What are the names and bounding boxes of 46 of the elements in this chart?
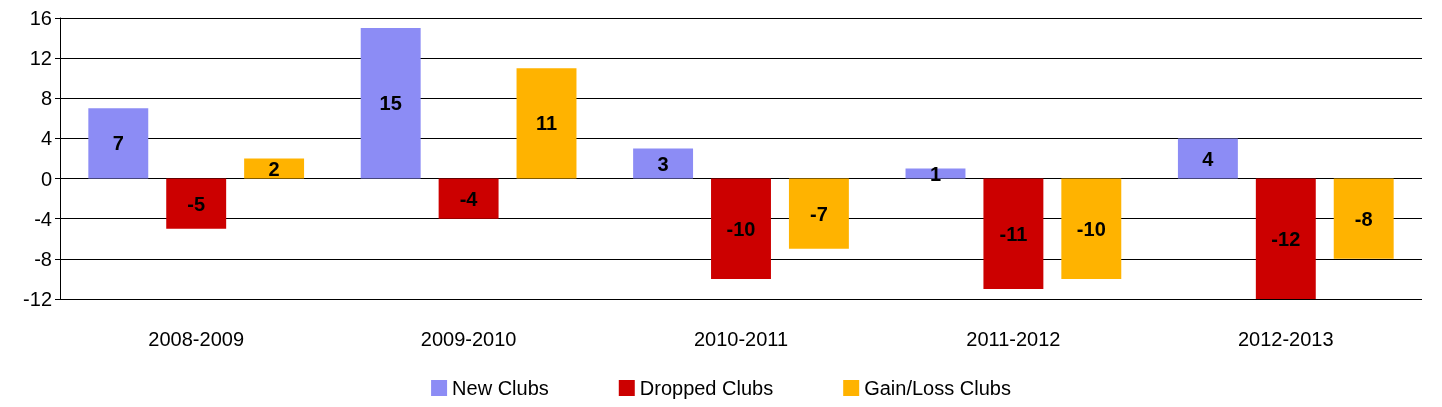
bar	[905, 168, 966, 179]
y-tick-label: 0	[40, 167, 52, 190]
y-tick-label: -8	[34, 247, 52, 270]
bar	[1177, 138, 1238, 179]
bar	[711, 178, 771, 279]
y-tick-label: 12	[29, 47, 52, 70]
x-tick-label: 2008-2009	[148, 328, 245, 350]
x-tick-label: 2011-2012	[966, 328, 1061, 350]
data-label: -12	[1271, 227, 1301, 250]
x-tick-label: 2010-2011	[693, 328, 789, 350]
bar	[1061, 178, 1122, 279]
bar	[88, 108, 149, 179]
data-label: 1	[929, 162, 942, 185]
bar	[438, 178, 499, 219]
data-label: 3	[657, 152, 669, 175]
bar	[1333, 178, 1394, 259]
bar	[244, 158, 305, 179]
y-tick-label: -12	[23, 288, 52, 310]
y-tick-label: 8	[40, 87, 52, 110]
x-tick-label: 2009-2010	[420, 328, 517, 350]
bar	[983, 178, 1044, 289]
bar	[788, 178, 849, 249]
data-label: -10	[726, 217, 756, 240]
data-label: -10	[1076, 217, 1106, 240]
data-label: -7	[810, 202, 828, 225]
data-label: 11	[535, 112, 558, 135]
y-tick-label: -4	[34, 207, 52, 230]
data-label: 2	[268, 157, 280, 180]
data-label: -5	[187, 192, 206, 215]
y-tick-label: 4	[40, 127, 52, 150]
x-tick-label: 2012-2013	[1237, 328, 1334, 350]
data-label: 7	[112, 132, 124, 155]
data-label: 15	[379, 92, 402, 115]
bar	[633, 148, 694, 179]
legend-label: Gain/Loss Clubs	[864, 377, 1011, 399]
y-tick-label: 16	[29, 7, 52, 29]
data-label: 4	[1202, 147, 1215, 170]
bar	[360, 28, 421, 179]
data-label: -8	[1354, 207, 1373, 230]
bar	[166, 178, 227, 229]
data-label: -11	[999, 222, 1028, 245]
legend-label: New Clubs	[452, 377, 549, 399]
legend-label: Dropped Clubs	[639, 377, 774, 399]
bar	[516, 68, 577, 179]
bar	[1255, 178, 1316, 299]
data-label: -4	[459, 187, 479, 210]
